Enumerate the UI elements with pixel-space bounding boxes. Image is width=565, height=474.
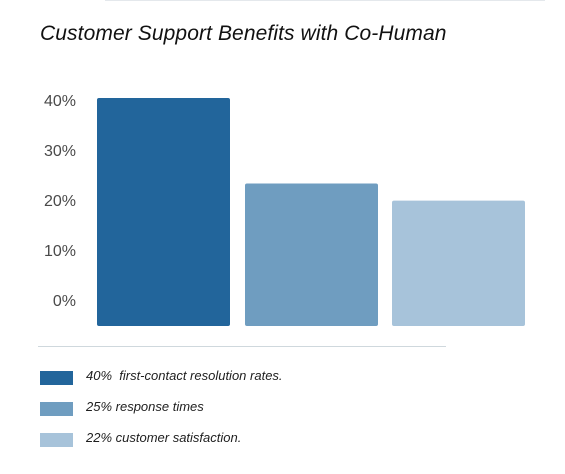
legend-label-response: 25% response times (86, 399, 204, 414)
y-tick-label: 0% (53, 293, 76, 310)
top-divider (105, 0, 545, 1)
chart-title: Customer Support Benefits with Co-Human (40, 22, 447, 45)
y-tick-label: 40% (44, 93, 76, 110)
legend-swatch-resolution (40, 371, 73, 385)
bar-resolution (97, 98, 230, 326)
bar-satisfaction (392, 200, 525, 326)
bar-response (245, 183, 378, 326)
y-tick-label: 20% (44, 193, 76, 210)
legend-label-satisfaction: 22% customer satisfaction. (86, 430, 242, 445)
bar-chart: 40% 30% 20% 10% 0% (44, 93, 525, 326)
legend-divider (38, 346, 446, 347)
legend-swatch-response (40, 402, 73, 416)
y-tick-label: 30% (44, 143, 76, 160)
legend-label-resolution: 40% first-contact resolution rates. (86, 368, 283, 383)
y-tick-label: 10% (44, 243, 76, 260)
legend-swatch-satisfaction (40, 433, 73, 447)
